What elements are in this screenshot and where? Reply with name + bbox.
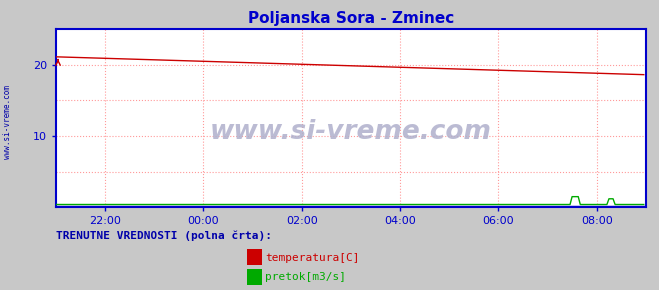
Text: pretok[m3/s]: pretok[m3/s]	[265, 272, 346, 282]
Text: TRENUTNE VREDNOSTI (polna črta):: TRENUTNE VREDNOSTI (polna črta):	[56, 231, 272, 241]
Title: Poljanska Sora - Zminec: Poljanska Sora - Zminec	[248, 11, 454, 26]
Text: www.si-vreme.com: www.si-vreme.com	[210, 119, 492, 146]
Text: www.si-vreme.com: www.si-vreme.com	[3, 85, 13, 159]
Text: temperatura[C]: temperatura[C]	[265, 253, 359, 262]
